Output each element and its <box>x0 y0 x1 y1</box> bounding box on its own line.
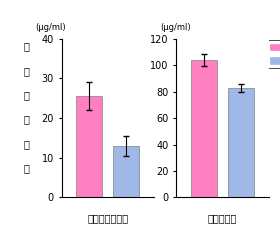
Text: 濃: 濃 <box>24 139 29 149</box>
Legend: SAS群, 正常群: SAS群, 正常群 <box>267 39 280 68</box>
Bar <box>191 60 217 197</box>
Text: 中: 中 <box>24 90 29 100</box>
Text: 漿: 漿 <box>24 66 29 76</box>
Bar <box>113 146 139 197</box>
Bar <box>76 96 102 197</box>
Text: (μg/ml): (μg/ml) <box>36 23 66 32</box>
Text: 血: 血 <box>24 42 29 52</box>
Text: (μg/ml): (μg/ml) <box>160 23 190 32</box>
Text: 度: 度 <box>24 163 29 173</box>
Text: の: の <box>24 114 29 124</box>
Bar <box>228 88 254 197</box>
Text: インスリン濃度: インスリン濃度 <box>87 213 128 223</box>
Text: 空腹時血糖: 空腹時血糖 <box>208 213 237 223</box>
